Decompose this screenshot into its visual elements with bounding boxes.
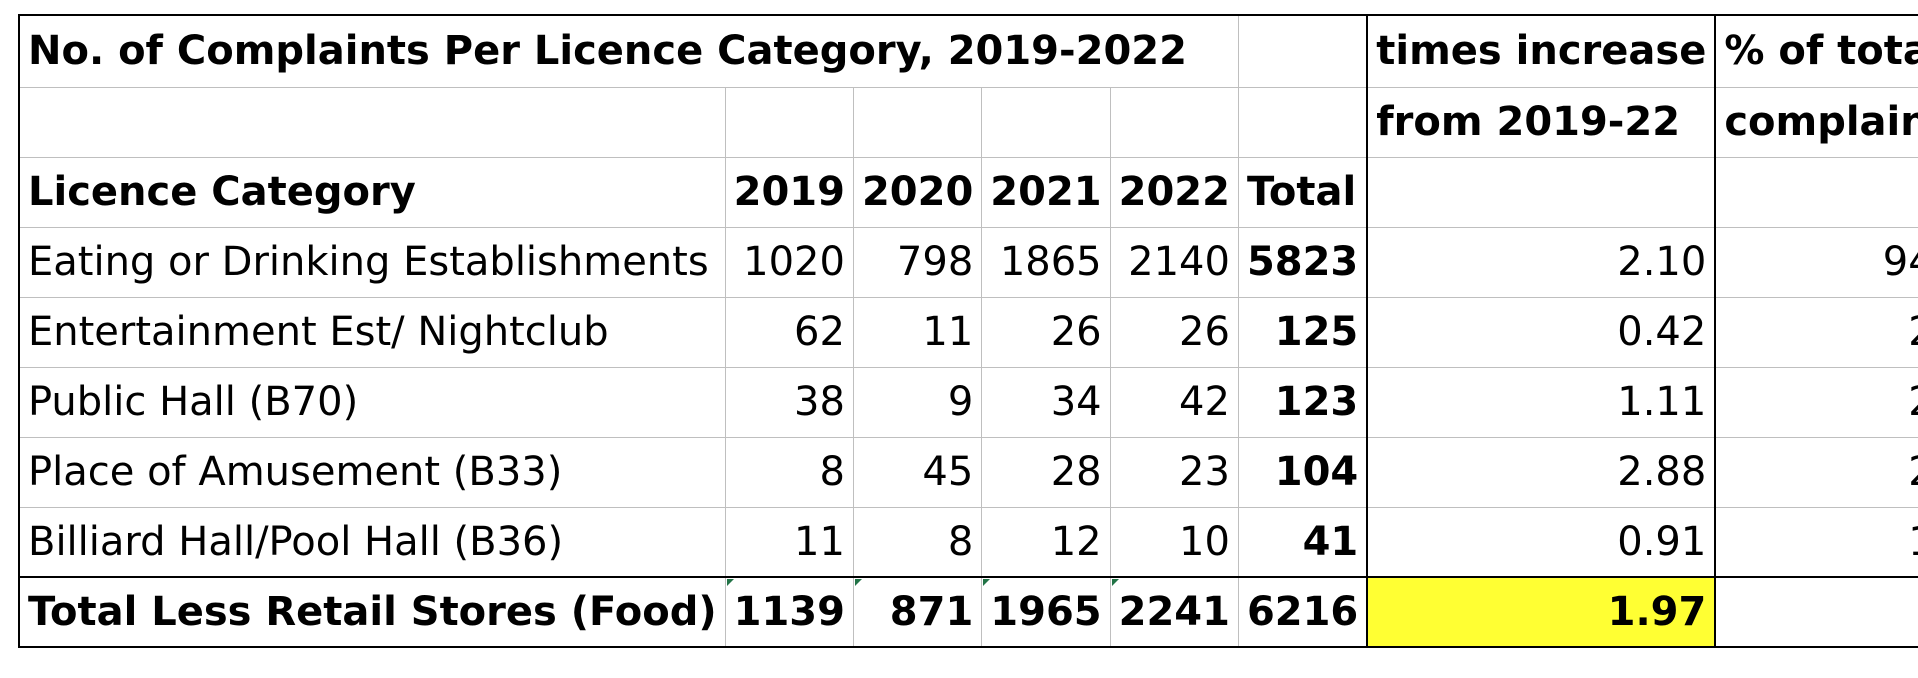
value-2019-cell[interactable]: 8 xyxy=(724,436,854,508)
complaints-table: No. of Complaints Per Licence Category, … xyxy=(17,14,1918,648)
empty-cell[interactable] xyxy=(852,86,983,158)
value-2020-cell[interactable]: 8 xyxy=(852,506,983,578)
value-2022-cell[interactable]: 10 xyxy=(1109,506,1239,578)
increase-cell[interactable]: 0.42 xyxy=(1366,296,1717,368)
category-cell[interactable]: Public Hall (B70) xyxy=(17,366,726,438)
title-row: No. of Complaints Per Licence Category, … xyxy=(17,14,1918,88)
empty-cell[interactable] xyxy=(1714,156,1918,228)
times-increase-header-line1: times increase xyxy=(1366,14,1717,88)
col-header-total: Total xyxy=(1237,156,1369,228)
pct-cell[interactable]: 94% xyxy=(1714,226,1918,298)
value-2020-cell[interactable]: 45 xyxy=(852,436,983,508)
empty-cell[interactable] xyxy=(981,86,1111,158)
category-cell[interactable]: Place of Amusement (B33) xyxy=(17,436,726,508)
value-2022-cell[interactable]: 2140 xyxy=(1109,226,1239,298)
empty-cell[interactable] xyxy=(17,86,726,158)
empty-cell[interactable] xyxy=(1366,156,1717,228)
column-header-row: Licence Category 2019 2020 2021 2022 Tot… xyxy=(17,156,1918,228)
value-2022-cell[interactable]: 26 xyxy=(1109,296,1239,368)
value-2020-cell[interactable]: 11 xyxy=(852,296,983,368)
value-2022-cell[interactable]: 42 xyxy=(1109,366,1239,438)
pct-cell[interactable]: 2% xyxy=(1714,436,1918,508)
empty-cell[interactable] xyxy=(1237,86,1369,158)
totals-2019-cell[interactable]: 1139 xyxy=(724,576,854,648)
times-increase-header-line2: from 2019-22 xyxy=(1366,86,1717,158)
value-2020-cell[interactable]: 9 xyxy=(852,366,983,438)
value-2021-cell[interactable]: 28 xyxy=(981,436,1111,508)
increase-cell[interactable]: 2.88 xyxy=(1366,436,1717,508)
value-2021-cell[interactable]: 34 xyxy=(981,366,1111,438)
category-cell[interactable]: Entertainment Est/ Nightclub xyxy=(17,296,726,368)
totals-pct-cell[interactable] xyxy=(1714,576,1918,648)
table-row: Eating or Drinking Establishments 1020 7… xyxy=(17,226,1918,298)
col-header-2021: 2021 xyxy=(981,156,1111,228)
pct-cell[interactable]: 1% xyxy=(1714,506,1918,578)
col-header-2019: 2019 xyxy=(724,156,854,228)
increase-cell[interactable]: 2.10 xyxy=(1366,226,1717,298)
pct-cell[interactable]: 2% xyxy=(1714,296,1918,368)
total-cell[interactable]: 104 xyxy=(1237,436,1369,508)
value-2019-cell[interactable]: 11 xyxy=(724,506,854,578)
value-2021-cell[interactable]: 1865 xyxy=(981,226,1111,298)
table-row: Entertainment Est/ Nightclub 62 11 26 26… xyxy=(17,296,1918,368)
value-2019-cell[interactable]: 62 xyxy=(724,296,854,368)
table-row: Public Hall (B70) 38 9 34 42 123 1.11 2% xyxy=(17,366,1918,438)
total-cell[interactable]: 123 xyxy=(1237,366,1369,438)
totals-2021-cell[interactable]: 1965 xyxy=(981,576,1111,648)
value-2022-cell[interactable]: 23 xyxy=(1109,436,1239,508)
col-header-2020: 2020 xyxy=(852,156,983,228)
total-cell[interactable]: 125 xyxy=(1237,296,1369,368)
table-row: Billiard Hall/Pool Hall (B36) 11 8 12 10… xyxy=(17,506,1918,578)
totals-label[interactable]: Total Less Retail Stores (Food) xyxy=(17,576,726,648)
totals-increase-cell[interactable]: 1.97 xyxy=(1366,576,1717,648)
pct-cell[interactable]: 2% xyxy=(1714,366,1918,438)
value-2020-cell[interactable]: 798 xyxy=(852,226,983,298)
table-row: Place of Amusement (B33) 8 45 28 23 104 … xyxy=(17,436,1918,508)
empty-cell[interactable] xyxy=(1109,86,1239,158)
totals-total-cell[interactable]: 6216 xyxy=(1237,576,1369,648)
value-2021-cell[interactable]: 12 xyxy=(981,506,1111,578)
col-header-category: Licence Category xyxy=(17,156,726,228)
category-cell[interactable]: Eating or Drinking Establishments xyxy=(17,226,726,298)
empty-cell[interactable] xyxy=(724,86,854,158)
totals-2020-cell[interactable]: 871 xyxy=(852,576,983,648)
table-title: No. of Complaints Per Licence Category, … xyxy=(17,14,1239,88)
value-2019-cell[interactable]: 1020 xyxy=(724,226,854,298)
totals-2022-cell[interactable]: 2241 xyxy=(1109,576,1239,648)
empty-cell[interactable] xyxy=(1237,14,1369,88)
totals-row: Total Less Retail Stores (Food) 1139 871… xyxy=(17,576,1918,648)
increase-cell[interactable]: 0.91 xyxy=(1366,506,1717,578)
total-cell[interactable]: 5823 xyxy=(1237,226,1369,298)
category-cell[interactable]: Billiard Hall/Pool Hall (B36) xyxy=(17,506,726,578)
value-2021-cell[interactable]: 26 xyxy=(981,296,1111,368)
increase-cell[interactable]: 1.11 xyxy=(1366,366,1717,438)
total-cell[interactable]: 41 xyxy=(1237,506,1369,578)
pct-header-line2: complaints xyxy=(1714,86,1918,158)
value-2019-cell[interactable]: 38 xyxy=(724,366,854,438)
pct-header-line1: % of total xyxy=(1714,14,1918,88)
subheader-row: from 2019-22 complaints xyxy=(17,86,1918,158)
col-header-2022: 2022 xyxy=(1109,156,1239,228)
